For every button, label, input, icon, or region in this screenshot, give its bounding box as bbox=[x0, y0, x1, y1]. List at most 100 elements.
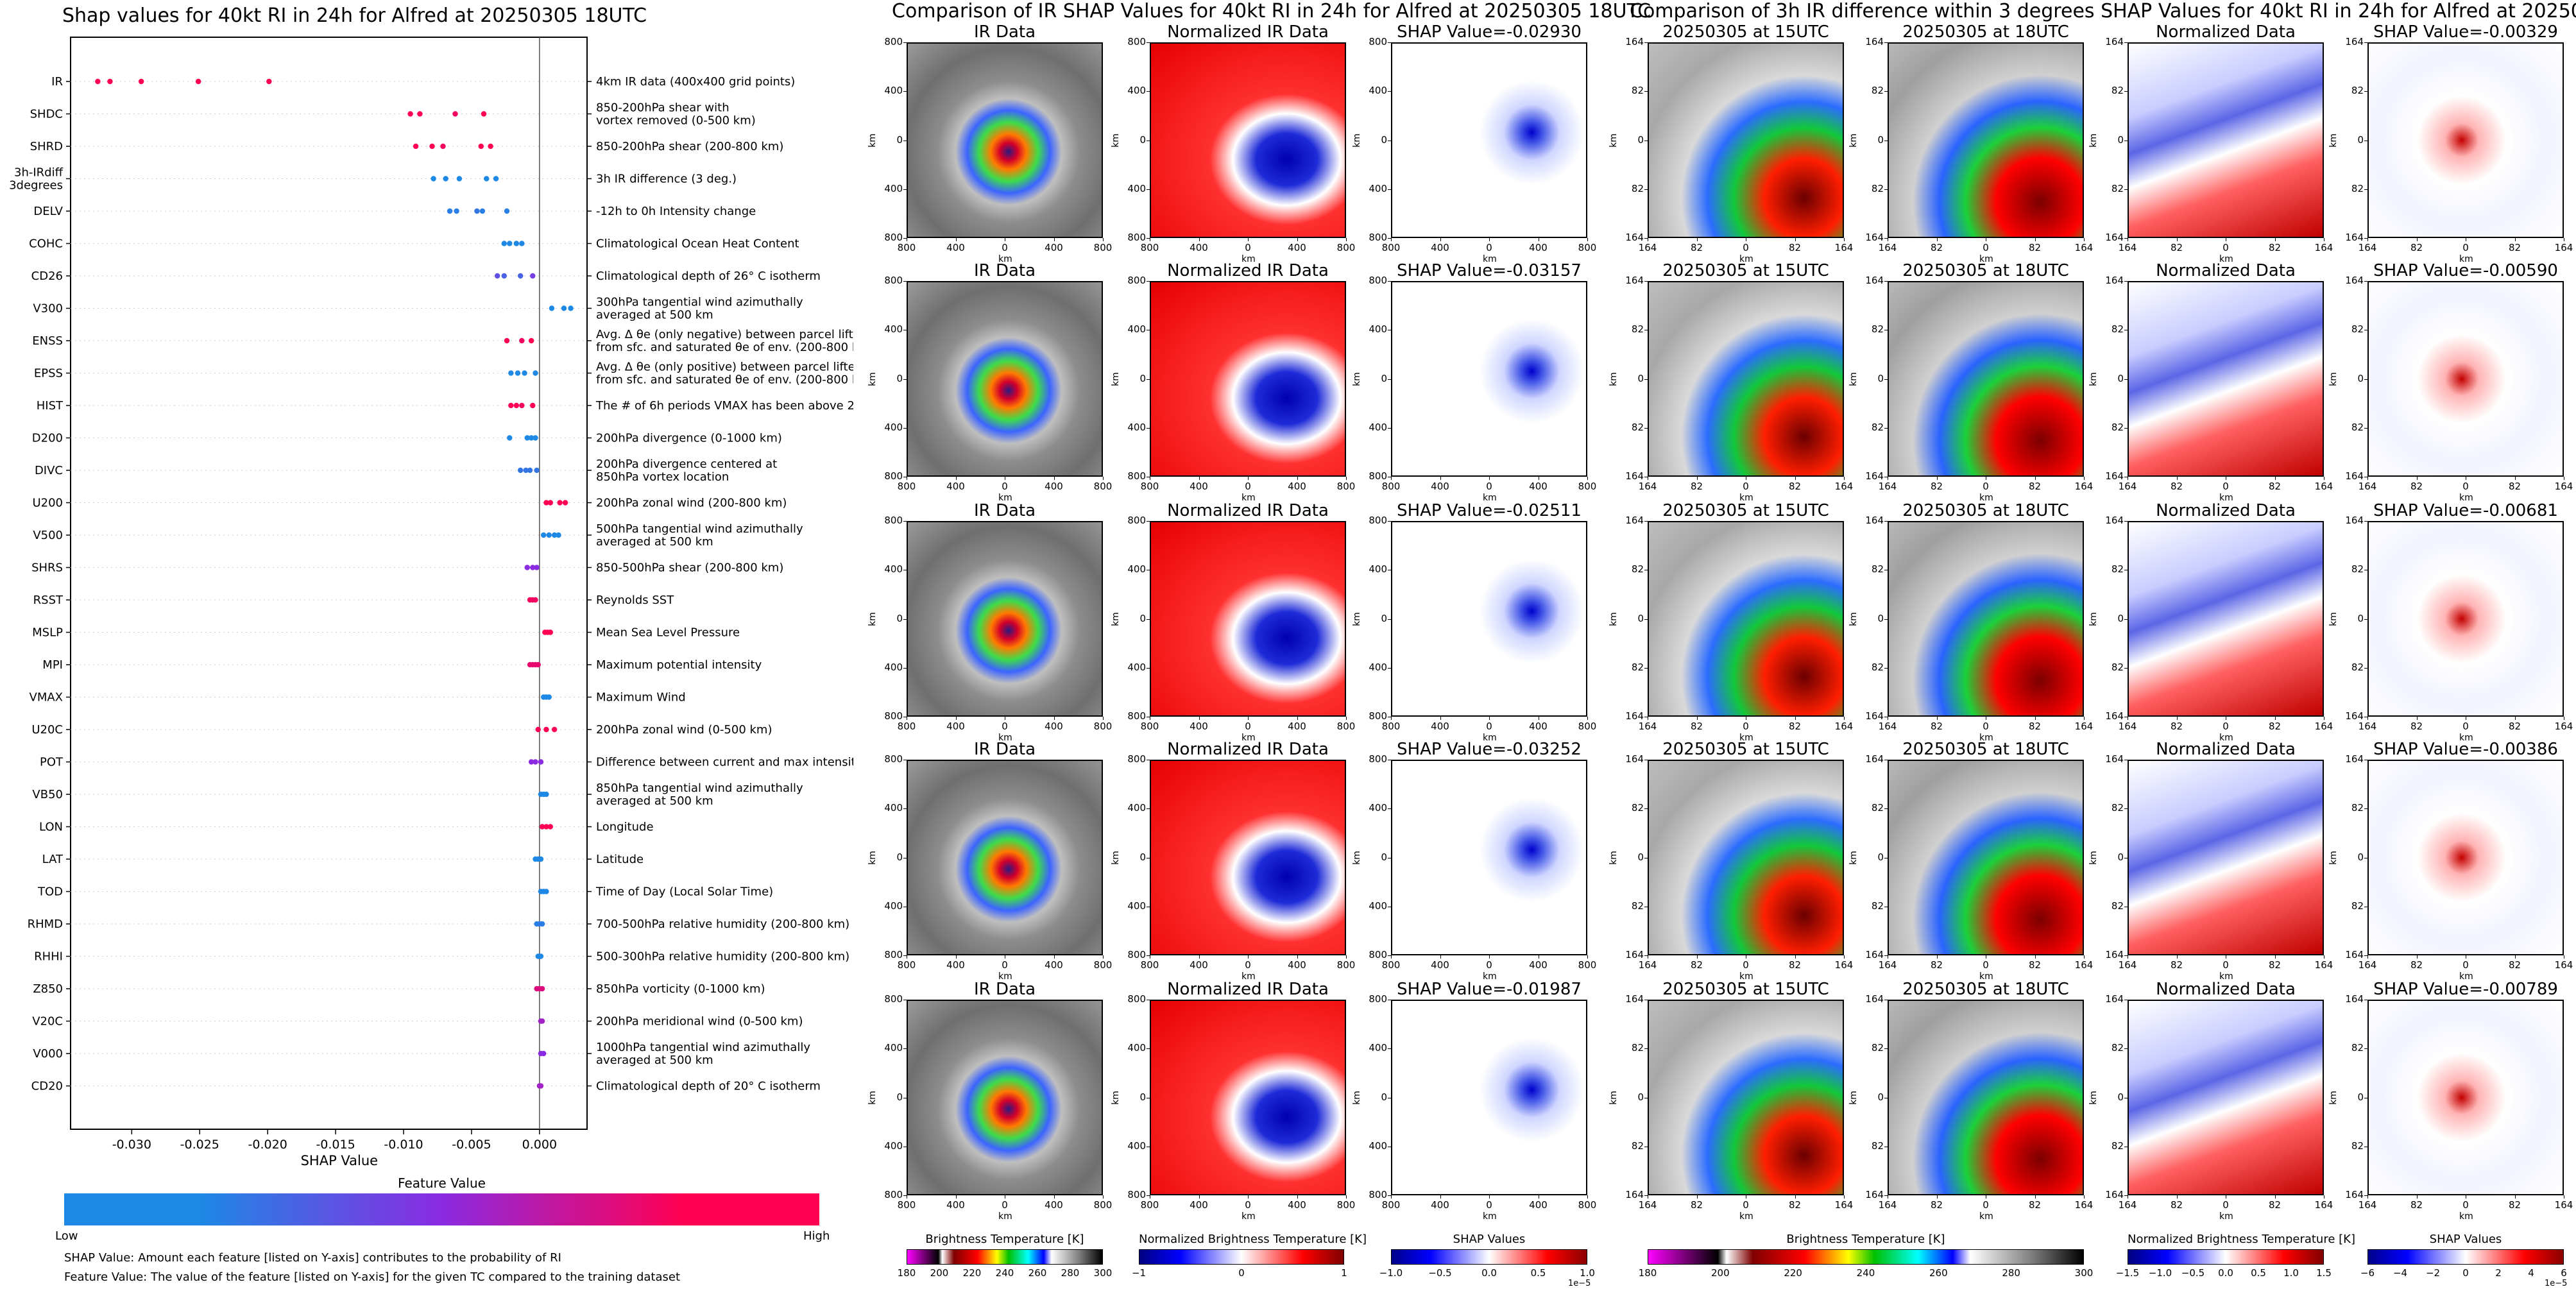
y-tick-label: 164 bbox=[1865, 993, 1884, 1005]
y-tick-label: 0 bbox=[2117, 372, 2124, 384]
x-tick-label: 164 bbox=[2554, 242, 2573, 253]
y-tick-label: 400 bbox=[884, 900, 903, 912]
x-tick bbox=[1696, 955, 1698, 959]
diff-normalized-colorbar-tick-label: −0.5 bbox=[2181, 1267, 2205, 1279]
x-tick bbox=[2034, 717, 2036, 720]
y-tick-label: 82 bbox=[1631, 661, 1644, 673]
y-tick-label: 0 bbox=[2117, 133, 2124, 146]
y-tick bbox=[1147, 955, 1150, 956]
x-tick-label: -0.020 bbox=[248, 1138, 287, 1152]
panel-title: SHAP Value=-0.03157 bbox=[1397, 261, 1582, 280]
x-tick-label: 400 bbox=[946, 481, 965, 492]
y-tick-label: 0 bbox=[1381, 1091, 1387, 1103]
x-tick-label: 164 bbox=[2314, 481, 2333, 492]
y-tick-label: 0 bbox=[1637, 133, 1644, 146]
x-tick bbox=[2176, 955, 2178, 959]
x-tick bbox=[2176, 238, 2178, 241]
y-axis-label: km bbox=[1351, 133, 1362, 148]
diff-shap-panel bbox=[2367, 1000, 2564, 1195]
x-axis-label: km bbox=[2459, 493, 2473, 503]
x-tick bbox=[1103, 717, 1104, 720]
x-tick bbox=[1248, 955, 1249, 959]
x-tick bbox=[1844, 1195, 1845, 1199]
x-tick-label: 82 bbox=[2410, 1199, 2423, 1211]
x-tick bbox=[2176, 1195, 2178, 1199]
feature-description-label: Latitude bbox=[596, 853, 644, 866]
y-tick-label: 164 bbox=[1625, 949, 1644, 960]
y-tick-label: 0 bbox=[1877, 372, 1884, 384]
x-tick bbox=[1391, 717, 1392, 720]
y-tick-label: 82 bbox=[1871, 421, 1884, 433]
diff-brightness-colorbar-tick-label: 220 bbox=[1784, 1267, 1802, 1279]
shap-point bbox=[568, 305, 574, 311]
x-tick-label: 400 bbox=[946, 242, 965, 253]
y-tick-label: 82 bbox=[2351, 802, 2364, 814]
x-tick-label: 164 bbox=[2358, 959, 2377, 971]
x-tick bbox=[1053, 955, 1055, 959]
x-tick-label: 82 bbox=[2268, 1199, 2282, 1211]
shap-point bbox=[452, 111, 458, 117]
x-tick-label: 0 bbox=[1983, 242, 1989, 253]
x-tick bbox=[1844, 477, 1845, 480]
y-tick bbox=[1388, 667, 1391, 669]
y-tick bbox=[1884, 808, 1888, 810]
x-tick-label: 82 bbox=[2508, 1199, 2521, 1211]
feature-description-label: The # of 6h periods VMAX has been above … bbox=[595, 399, 853, 413]
x-tick bbox=[1297, 477, 1298, 480]
y-tick bbox=[1644, 379, 1648, 380]
y-tick-label: 0 bbox=[1139, 133, 1146, 146]
irdiff-section-title: Comparison of 3h IR difference within 3 … bbox=[1630, 0, 2576, 22]
shap-point bbox=[417, 111, 423, 117]
shap-point bbox=[534, 565, 540, 570]
feature-description-label: averaged at 500 km bbox=[596, 309, 713, 322]
y-tick bbox=[1884, 521, 1888, 522]
x-tick bbox=[2367, 1195, 2368, 1199]
y-tick-label: 800 bbox=[884, 275, 903, 286]
x-tick-label: 82 bbox=[2508, 242, 2521, 253]
x-axis-label: km bbox=[2459, 1211, 2473, 1222]
y-tick bbox=[1884, 1195, 1888, 1196]
x-tick-label: 164 bbox=[2074, 1199, 2094, 1211]
y-tick-label: 164 bbox=[2105, 753, 2124, 765]
feature-name-label: ENSS bbox=[32, 334, 63, 348]
y-tick bbox=[2124, 955, 2128, 956]
ir-brightness-colorbar-tick-label: 280 bbox=[1061, 1267, 1080, 1279]
y-tick-label: 800 bbox=[1127, 753, 1146, 765]
y-tick-label: 164 bbox=[1625, 1189, 1644, 1200]
x-tick-label: 800 bbox=[1381, 242, 1401, 253]
y-axis-label: km bbox=[1351, 611, 1362, 626]
y-tick-label: 800 bbox=[1369, 993, 1387, 1005]
ir-15utc-panel bbox=[1648, 760, 1844, 955]
x-tick-label: 800 bbox=[1336, 721, 1356, 732]
ir-18utc-panel bbox=[1888, 1000, 2084, 1195]
shap-point bbox=[549, 305, 555, 311]
shap-point bbox=[533, 370, 538, 376]
x-tick-label: 164 bbox=[2314, 1199, 2333, 1211]
y-tick bbox=[2124, 667, 2128, 669]
x-tick bbox=[1391, 955, 1392, 959]
y-axis-label: km bbox=[1110, 133, 1121, 148]
shap-point bbox=[524, 565, 530, 570]
x-tick bbox=[2514, 1195, 2516, 1199]
x-axis-label: km bbox=[998, 493, 1012, 503]
x-tick bbox=[1440, 717, 1441, 720]
shap-point bbox=[527, 467, 533, 474]
diff-shap-colorbar-tick-label: 6 bbox=[2561, 1267, 2567, 1279]
y-axis-label: km bbox=[1110, 1090, 1121, 1105]
y-axis-label: km bbox=[1848, 850, 1859, 865]
x-tick bbox=[2416, 955, 2418, 959]
y-tick bbox=[1884, 1048, 1888, 1050]
x-tick-label: 400 bbox=[1045, 1199, 1063, 1211]
y-tick bbox=[1644, 667, 1648, 669]
shap-point bbox=[535, 662, 541, 668]
y-tick-label: 82 bbox=[1631, 1140, 1644, 1152]
y-tick bbox=[1644, 427, 1648, 429]
x-tick-label: 0 bbox=[1743, 1199, 1749, 1211]
shap-point bbox=[539, 986, 545, 992]
y-axis-label: km bbox=[2328, 850, 2339, 865]
diff-brightness-colorbar bbox=[1648, 1249, 2084, 1265]
diff-brightness-colorbar-tick-label: 240 bbox=[1856, 1267, 1875, 1279]
x-tick-label: 164 bbox=[2554, 481, 2573, 492]
panel-title: 20250305 at 15UTC bbox=[1662, 22, 1829, 42]
y-tick-label: 800 bbox=[1127, 232, 1146, 243]
